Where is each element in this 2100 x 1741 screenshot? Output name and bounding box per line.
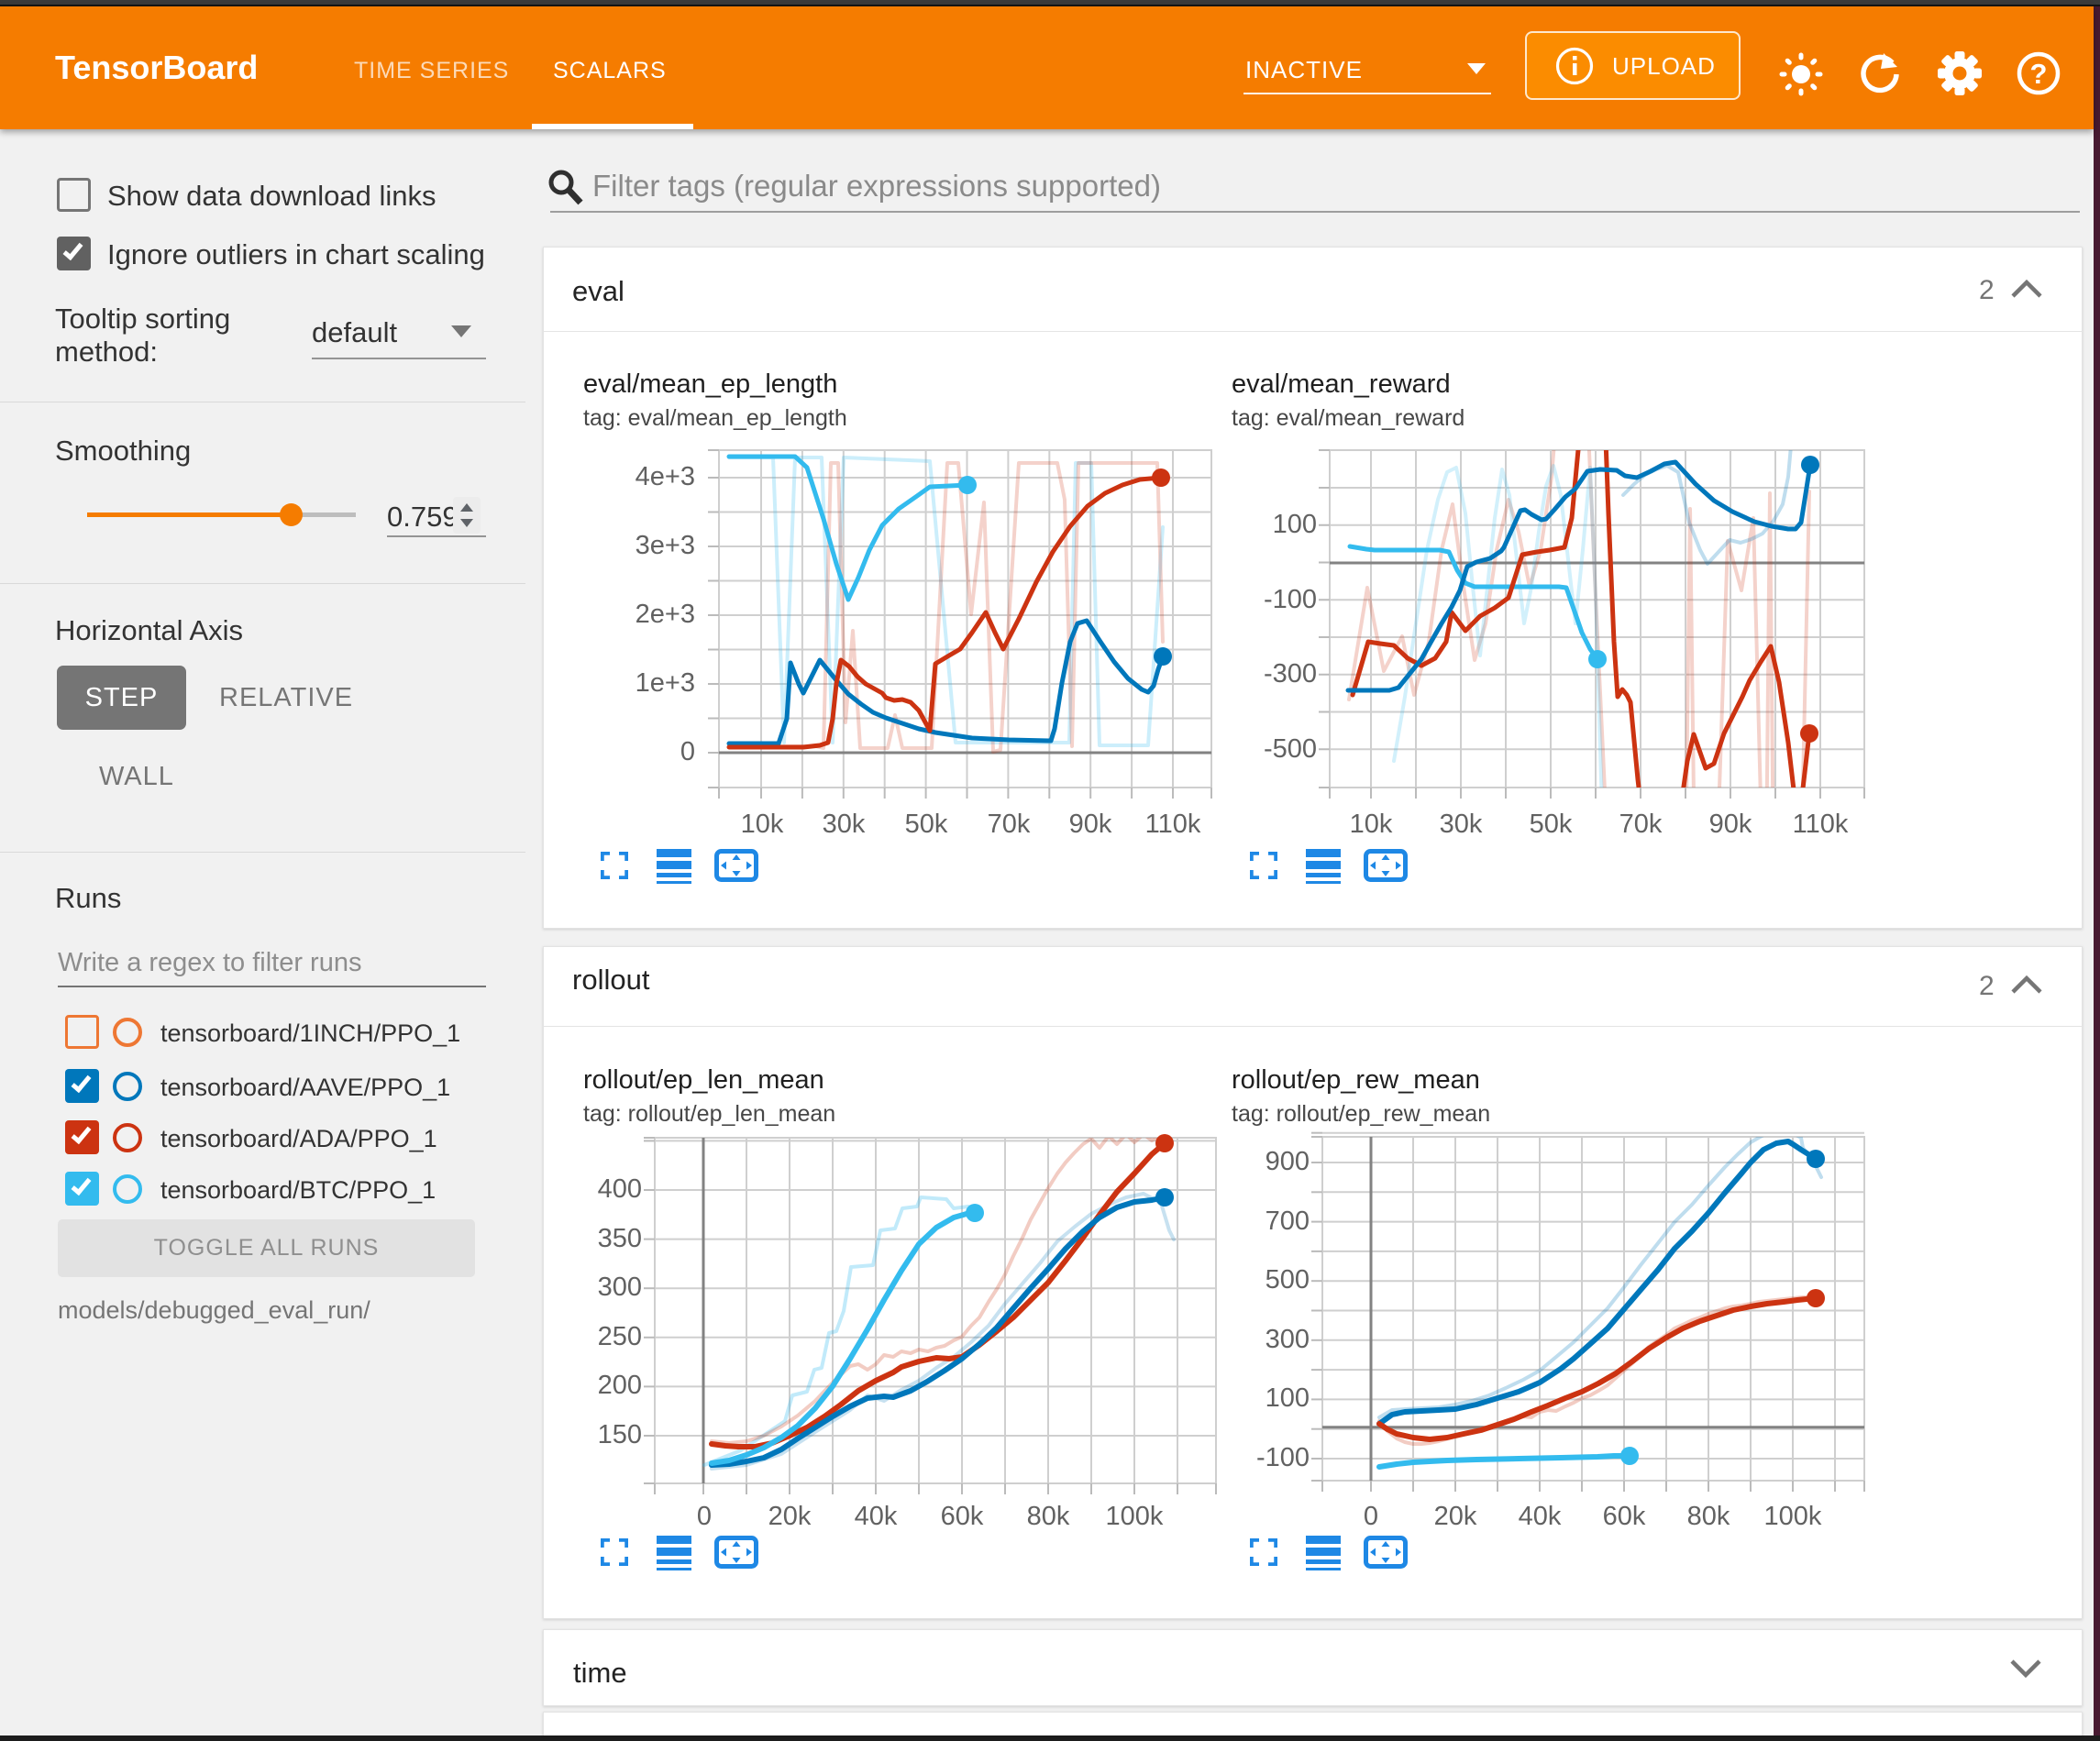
svg-text:?: ? [2030,58,2048,90]
